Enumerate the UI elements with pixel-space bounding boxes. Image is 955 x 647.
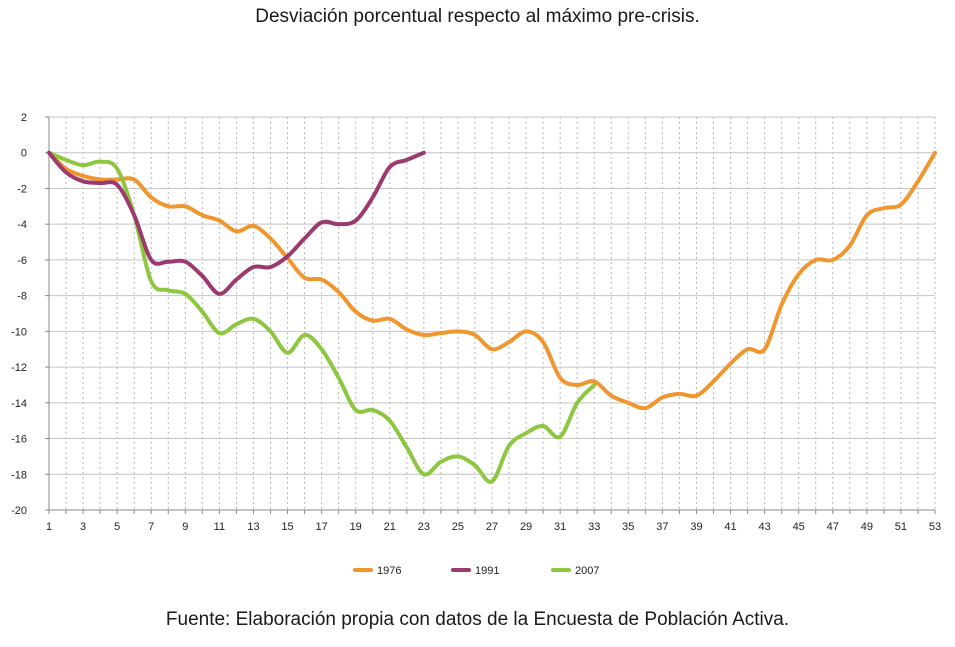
x-tick-label: 19	[350, 521, 362, 533]
y-tick-label: -10	[11, 326, 27, 338]
series-lines	[47, 150, 937, 484]
x-tick-label: 41	[724, 521, 736, 533]
x-tick-label: 45	[793, 521, 805, 533]
x-tick-label: 5	[114, 521, 120, 533]
legend-label-2007: 2007	[575, 565, 599, 577]
x-tick-label: 35	[622, 521, 634, 533]
x-tick-label: 11	[214, 521, 225, 533]
x-tick-label: 1	[46, 521, 52, 533]
x-tick-label: 15	[281, 521, 293, 533]
legend-label-1976: 1976	[377, 565, 401, 577]
y-tick-label: -20	[11, 505, 27, 517]
y-tick-label: -12	[11, 362, 27, 374]
y-tick-label: -8	[17, 291, 27, 303]
legend: 1976 1991 2007	[353, 565, 599, 577]
x-tick-label: 31	[554, 521, 566, 533]
x-tick-label: 25	[452, 521, 464, 533]
y-tick-label: -6	[17, 255, 27, 267]
axes: 1 3 5 7 9 11 13 15 17 19 21 23 25 27 29 31 33 35 37 39 41 43 4…	[11, 112, 941, 533]
x-tick-label: 27	[486, 521, 498, 533]
x-tick-label: 33	[588, 521, 600, 533]
x-tick-label: 23	[418, 521, 430, 533]
x-tick-label: 53	[929, 521, 941, 533]
source-note: Fuente: Elaboración propia con datos de …	[165, 609, 790, 630]
x-tick-label: 49	[861, 521, 873, 533]
x-tick-label: 29	[520, 521, 532, 533]
y-tick-label: -4	[17, 219, 27, 231]
x-tick-label: 17	[315, 521, 327, 533]
x-tick-label: 9	[182, 521, 188, 533]
x-tick-label: 39	[690, 521, 702, 533]
chart-title: Desviación porcentual respecto al máximo…	[255, 6, 700, 27]
y-tick-label: 2	[21, 112, 27, 124]
x-tick-label: 43	[758, 521, 770, 533]
x-tick-label: 13	[247, 521, 259, 533]
y-tick-label: -14	[11, 398, 27, 410]
x-tick-label: 7	[148, 521, 154, 533]
legend-label-1991: 1991	[475, 565, 499, 577]
series-line-1976	[47, 150, 937, 411]
series-line-1991	[47, 150, 426, 296]
x-tick-label: 37	[656, 521, 668, 533]
y-tick-label: 0	[21, 148, 27, 160]
x-tick-label: 21	[384, 521, 396, 533]
y-tick-label: -16	[11, 434, 27, 446]
x-tick-label: 3	[80, 521, 86, 533]
x-tick-label: 51	[895, 521, 907, 533]
y-tick-label: -2	[17, 183, 27, 195]
grid	[48, 116, 936, 511]
y-tick-label: -18	[11, 469, 27, 481]
x-tick-label: 47	[827, 521, 839, 533]
